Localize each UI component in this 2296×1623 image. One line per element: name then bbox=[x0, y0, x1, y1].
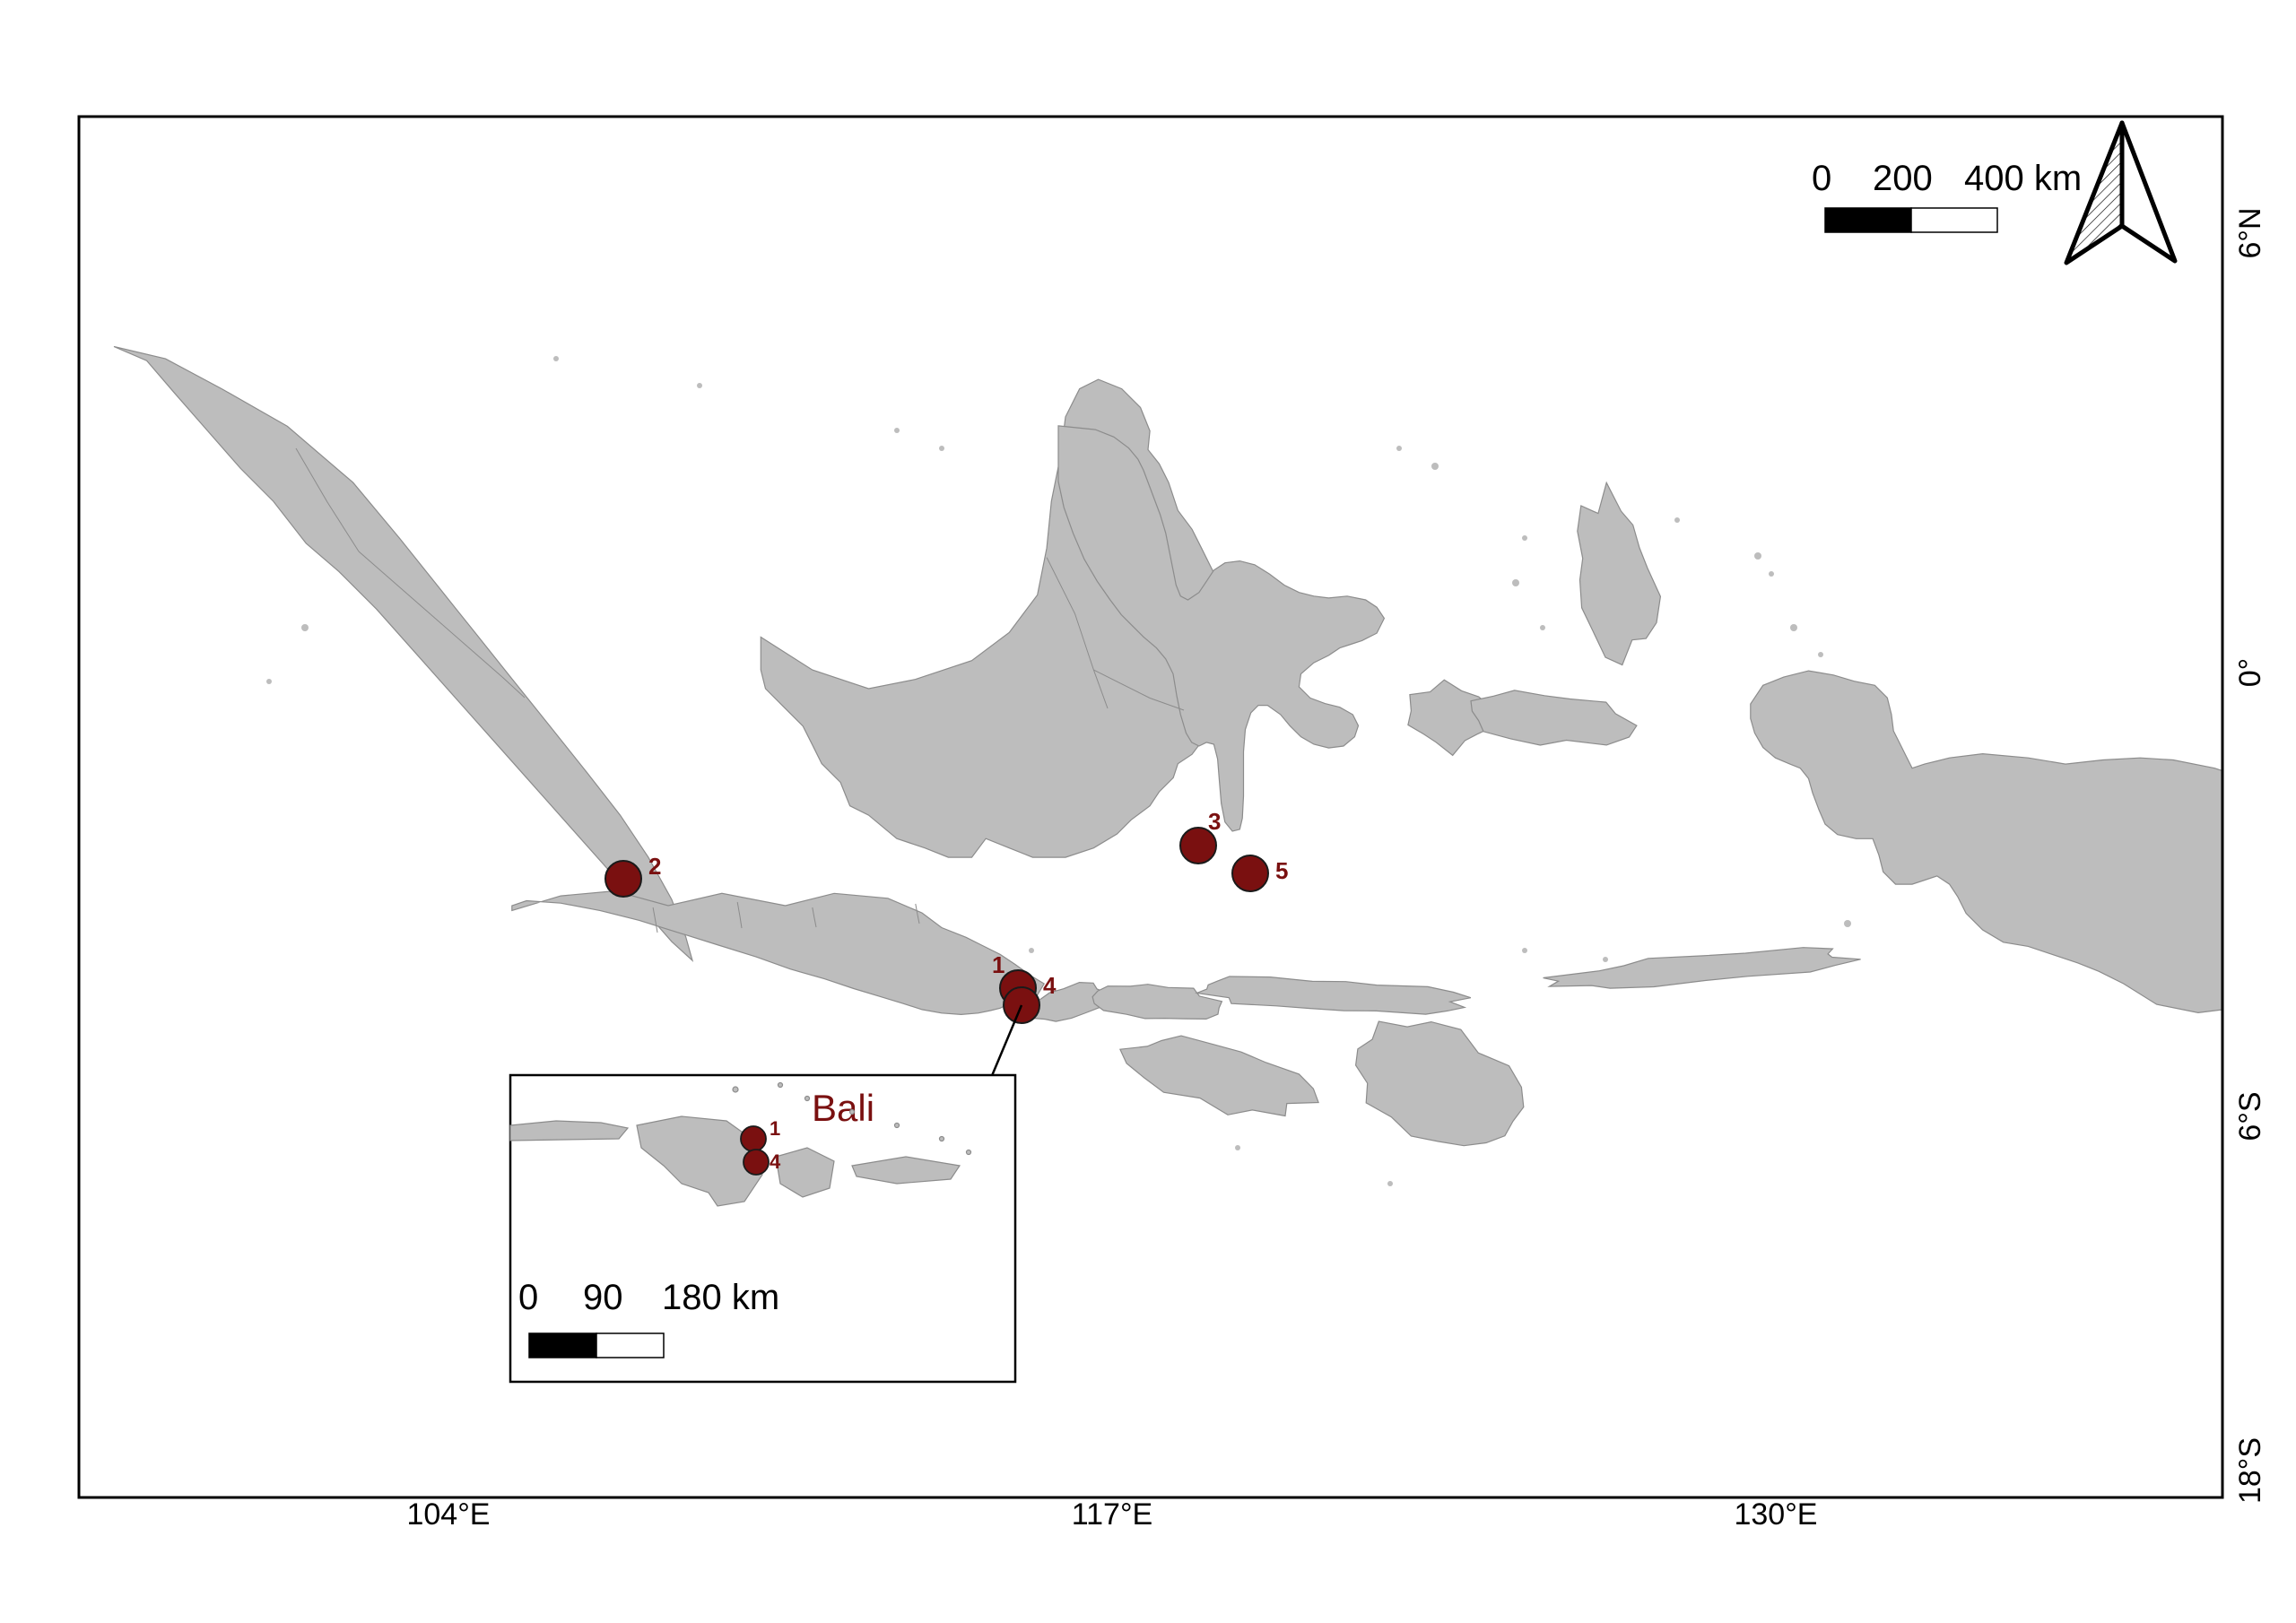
svg-text:5: 5 bbox=[1275, 857, 1288, 884]
svg-text:200: 200 bbox=[1873, 159, 1933, 198]
svg-text:18°S: 18°S bbox=[2233, 1437, 2267, 1504]
svg-text:90: 90 bbox=[583, 1278, 623, 1317]
svg-text:6°N: 6°N bbox=[2233, 207, 2267, 258]
svg-text:130°E: 130°E bbox=[1734, 1497, 1817, 1532]
svg-text:0: 0 bbox=[1812, 159, 1831, 198]
svg-text:400 km: 400 km bbox=[1964, 159, 2082, 198]
svg-text:117°E: 117°E bbox=[1072, 1497, 1152, 1532]
svg-text:6°S: 6°S bbox=[2233, 1091, 2267, 1141]
svg-text:4: 4 bbox=[1043, 972, 1057, 999]
svg-text:1: 1 bbox=[770, 1117, 780, 1140]
svg-text:2: 2 bbox=[648, 853, 661, 880]
svg-text:104°E: 104°E bbox=[406, 1497, 490, 1532]
svg-text:1: 1 bbox=[992, 951, 1004, 978]
svg-text:4: 4 bbox=[770, 1150, 781, 1173]
svg-text:Bali: Bali bbox=[812, 1087, 874, 1129]
svg-text:180 km: 180 km bbox=[662, 1278, 779, 1317]
svg-text:0°: 0° bbox=[2233, 658, 2267, 688]
svg-text:0: 0 bbox=[518, 1278, 538, 1317]
svg-text:3: 3 bbox=[1208, 808, 1221, 835]
